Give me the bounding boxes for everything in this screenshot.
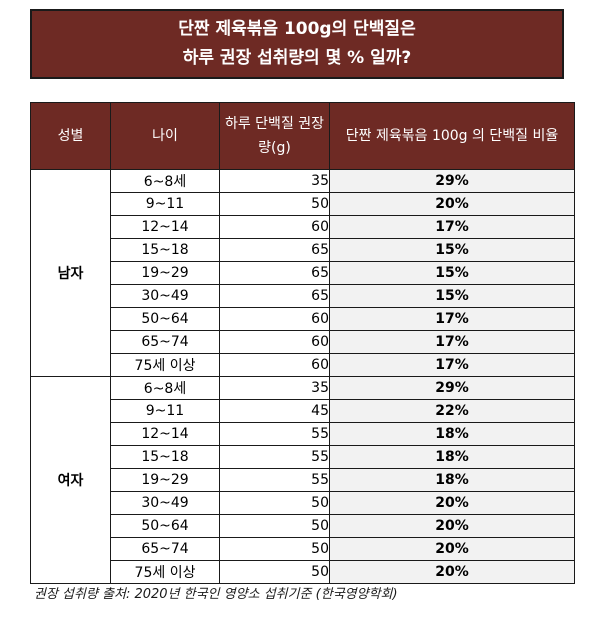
gender-cell: 여자 (30, 376, 111, 584)
age-cell: 19~29 (110, 468, 220, 492)
table-row: 65~74 50 20% (31, 537, 575, 561)
ratio-cell: 20% (329, 560, 575, 584)
amount-cell: 65 (219, 261, 330, 285)
amount-cell: 60 (219, 307, 330, 331)
gender-cell: 남자 (30, 169, 111, 377)
protein-table: 성별 나이 하루 단백질 권장량(g) 단짠 제육볶음 100g 의 단백질 비… (30, 102, 575, 584)
table-body: 남자 6~8세 35 29% 9~11 50 20% 12~14 60 17% 15~18 65 15%… (30, 169, 575, 584)
ratio-cell: 20% (329, 192, 575, 216)
source-note: 권장 섭취량 출처: 2020년 한국인 영양소 섭취기준 (한국영양학회) (34, 587, 398, 602)
age-cell: 12~14 (110, 215, 220, 239)
amount-cell: 45 (219, 399, 330, 423)
table-row: 50~64 50 20% (31, 514, 575, 538)
table-row: 9~11 45 22% (31, 399, 575, 423)
ratio-cell: 17% (329, 215, 575, 239)
table-row: 75세 이상 50 20% (31, 560, 575, 584)
amount-cell: 50 (219, 560, 330, 584)
age-cell: 6~8세 (110, 376, 220, 400)
header-age: 나이 (110, 102, 220, 170)
ratio-cell: 20% (329, 491, 575, 515)
ratio-cell: 29% (329, 169, 575, 193)
amount-cell: 55 (219, 445, 330, 469)
age-cell: 75세 이상 (110, 560, 220, 584)
amount-cell: 60 (219, 330, 330, 354)
ratio-cell: 18% (329, 468, 575, 492)
table-row: 남자 6~8세 35 29% (30, 169, 575, 377)
age-cell: 65~74 (110, 537, 220, 561)
table-row: 여자 6~8세 35 29% (30, 376, 575, 584)
table-row: 19~29 65 15% (31, 261, 575, 285)
table-row: 65~74 60 17% (31, 330, 575, 354)
age-cell: 19~29 (110, 261, 220, 285)
age-cell: 50~64 (110, 514, 220, 538)
table-row: 75세 이상 60 17% (31, 353, 575, 377)
amount-cell: 50 (219, 514, 330, 538)
age-cell: 75세 이상 (110, 353, 220, 377)
ratio-cell: 18% (329, 445, 575, 469)
age-cell: 50~64 (110, 307, 220, 331)
ratio-cell: 17% (329, 353, 575, 377)
amount-cell: 50 (219, 491, 330, 515)
title-line-2: 하루 권장 섭취량의 몇 % 일까? (182, 48, 412, 68)
table-row: 50~64 60 17% (31, 307, 575, 331)
ratio-cell: 22% (329, 399, 575, 423)
amount-cell: 55 (219, 468, 330, 492)
table-row: 9~11 50 20% (31, 192, 575, 216)
header-amount: 하루 단백질 권장량(g) (219, 102, 330, 170)
title-line-1: 단짠 제육볶음 100g의 단백질은 (178, 19, 416, 39)
age-cell: 9~11 (110, 399, 220, 423)
ratio-cell: 20% (329, 537, 575, 561)
ratio-cell: 20% (329, 514, 575, 538)
amount-cell: 60 (219, 215, 330, 239)
table-row: 12~14 60 17% (31, 215, 575, 239)
age-cell: 65~74 (110, 330, 220, 354)
ratio-cell: 29% (329, 376, 575, 400)
amount-cell: 35 (219, 376, 330, 400)
table-row: 19~29 55 18% (31, 468, 575, 492)
table-row: 12~14 55 18% (31, 422, 575, 446)
table-header: 성별 나이 하루 단백질 권장량(g) 단짠 제육볶음 100g 의 단백질 비… (30, 102, 575, 170)
amount-cell: 60 (219, 353, 330, 377)
ratio-cell: 15% (329, 261, 575, 285)
age-cell: 6~8세 (110, 169, 220, 193)
age-cell: 30~49 (110, 491, 220, 515)
amount-cell: 35 (219, 169, 330, 193)
header-ratio: 단짠 제육볶음 100g 의 단백질 비율 (329, 102, 575, 170)
ratio-cell: 17% (329, 307, 575, 331)
table-row: 15~18 55 18% (31, 445, 575, 469)
ratio-cell: 15% (329, 284, 575, 308)
table-row: 30~49 65 15% (31, 284, 575, 308)
ratio-cell: 18% (329, 422, 575, 446)
amount-cell: 50 (219, 537, 330, 561)
header-gender: 성별 (30, 102, 111, 170)
table-row: 30~49 50 20% (31, 491, 575, 515)
ratio-cell: 15% (329, 238, 575, 262)
amount-cell: 55 (219, 422, 330, 446)
amount-cell: 65 (219, 284, 330, 308)
ratio-cell: 17% (329, 330, 575, 354)
age-cell: 15~18 (110, 445, 220, 469)
amount-cell: 50 (219, 192, 330, 216)
age-cell: 30~49 (110, 284, 220, 308)
age-cell: 15~18 (110, 238, 220, 262)
table-row: 15~18 65 15% (31, 238, 575, 262)
age-cell: 12~14 (110, 422, 220, 446)
age-cell: 9~11 (110, 192, 220, 216)
amount-cell: 65 (219, 238, 330, 262)
title-banner: 단짠 제육볶음 100g의 단백질은 하루 권장 섭취량의 몇 % 일까? (30, 9, 564, 79)
